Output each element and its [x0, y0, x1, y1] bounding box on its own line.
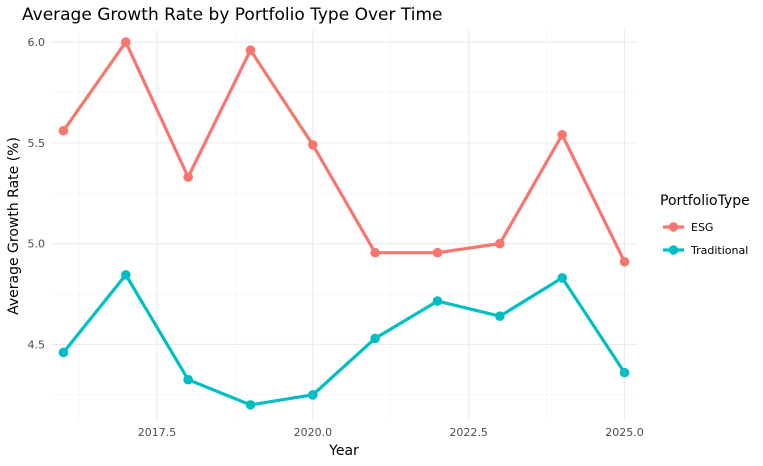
legend: PortfolioType ESG Traditional [660, 193, 750, 257]
legend-label-esg: ESG [691, 221, 713, 234]
chart-title: Average Growth Rate by Portfolio Type Ov… [22, 5, 442, 25]
data-point-traditional [619, 367, 630, 378]
series-traditional [58, 270, 630, 410]
data-point-traditional [245, 400, 256, 410]
data-point-traditional [58, 347, 69, 358]
data-point-esg [58, 125, 69, 136]
legend-label-traditional: Traditional [690, 244, 748, 257]
x-tick-label: 2017.5 [138, 426, 177, 439]
x-tick-label: 2025.0 [605, 426, 644, 439]
y-tick-label: 5.5 [28, 137, 46, 150]
legend-key-point-esg [668, 222, 679, 232]
data-point-esg [370, 247, 380, 258]
data-point-esg [619, 256, 630, 267]
data-point-esg [308, 140, 318, 150]
series-line-esg [61, 40, 627, 264]
data-point-esg [183, 172, 193, 182]
y-tick-label: 4.5 [28, 338, 46, 351]
x-axis-title: Year [328, 443, 359, 459]
series-esg [58, 37, 630, 267]
data-point-esg [432, 247, 443, 258]
data-point-traditional [370, 333, 380, 344]
y-axis-title: Average Growth Rate (%) [6, 137, 22, 315]
data-point-esg [245, 45, 256, 55]
tick-labels: 2017.5 2020.0 2022.5 2025.0 4.5 5.0 5.5 6.0 [28, 36, 644, 439]
data-point-traditional [495, 311, 505, 321]
data-point-traditional [183, 374, 193, 385]
data-point-traditional [308, 389, 318, 400]
series-line-traditional [61, 273, 627, 407]
data-point-esg [121, 37, 131, 47]
y-tick-label: 6.0 [28, 36, 46, 49]
data-point-esg [557, 130, 567, 140]
y-tick-label: 5.0 [28, 238, 46, 251]
series [58, 37, 630, 410]
data-point-esg [495, 238, 505, 249]
data-point-traditional [432, 296, 443, 306]
x-tick-label: 2020.0 [294, 426, 333, 439]
data-point-traditional [121, 270, 131, 280]
legend-title: PortfolioType [660, 193, 750, 209]
legend-key-point-traditional [668, 245, 679, 255]
data-point-traditional [557, 273, 567, 283]
x-tick-label: 2022.5 [449, 426, 488, 439]
grid [51, 30, 637, 421]
